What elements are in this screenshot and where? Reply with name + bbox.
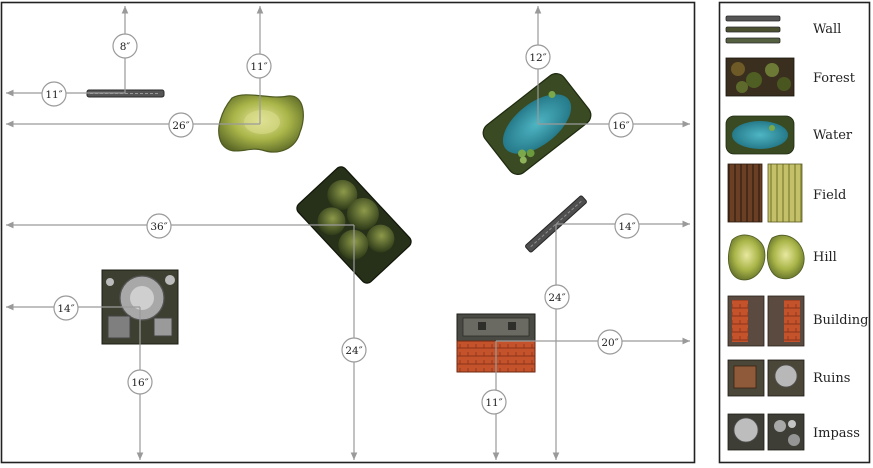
legend-label-impass: Impass [813, 426, 860, 441]
svg-text:36″: 36″ [150, 221, 167, 233]
measure-label-wall2-bottom: 24″ [544, 284, 570, 310]
svg-text:20″: 20″ [601, 337, 618, 349]
legend-swatch-ruins [727, 359, 805, 397]
measure-label-ruins-left: 14″ [53, 295, 79, 321]
measure-label-wall-left: 11″ [41, 81, 67, 107]
measure-label-hill-top: 11″ [246, 53, 272, 79]
measure-label-wall-top: 8″ [112, 33, 138, 59]
svg-text:24″: 24″ [548, 292, 565, 304]
measure-label-ruins-bottom: 16″ [127, 369, 153, 395]
measure-label-building-bottom: 11″ [481, 389, 507, 415]
legend-swatch-impass [727, 413, 805, 451]
svg-text:14″: 14″ [57, 303, 74, 315]
svg-text:11″: 11″ [485, 397, 502, 409]
legend-swatch-building [727, 295, 805, 347]
measure-label-forest-left: 36″ [146, 213, 172, 239]
legend-swatch-forest [725, 57, 795, 97]
legend-swatch-field [727, 163, 803, 223]
legend-label-wall: Wall [813, 22, 842, 37]
svg-text:24″: 24″ [345, 345, 362, 357]
legend-swatch-water [725, 115, 795, 155]
svg-text:11″: 11″ [250, 61, 267, 73]
svg-text:12″: 12″ [529, 52, 546, 64]
hill-piece [218, 94, 304, 153]
measure-label-water-top: 12″ [525, 44, 551, 70]
legend-label-water: Water [813, 128, 853, 143]
svg-text:8″: 8″ [120, 41, 131, 53]
legend-label-building: Building [813, 313, 869, 328]
legend-label-ruins: Ruins [813, 371, 851, 386]
svg-text:26″: 26″ [172, 120, 189, 132]
water-piece [482, 73, 592, 175]
legend-swatch-wall [725, 15, 781, 44]
svg-text:16″: 16″ [612, 120, 629, 132]
measure-label-hill-left: 26″ [168, 112, 194, 138]
svg-text:14″: 14″ [618, 221, 635, 233]
svg-text:16″: 16″ [131, 377, 148, 389]
measure-label-building-right: 20″ [597, 329, 623, 355]
measure-label-wall2-right: 14″ [614, 213, 640, 239]
measure-label-water-right: 16″ [608, 112, 634, 138]
measure-label-forest-bottom: 24″ [341, 337, 367, 363]
legend-label-field: Field [813, 188, 847, 203]
svg-text:11″: 11″ [45, 89, 62, 101]
legend-swatch-hill [728, 234, 805, 281]
legend-label-forest: Forest [813, 71, 855, 86]
legend-label-hill: Hill [813, 250, 837, 265]
